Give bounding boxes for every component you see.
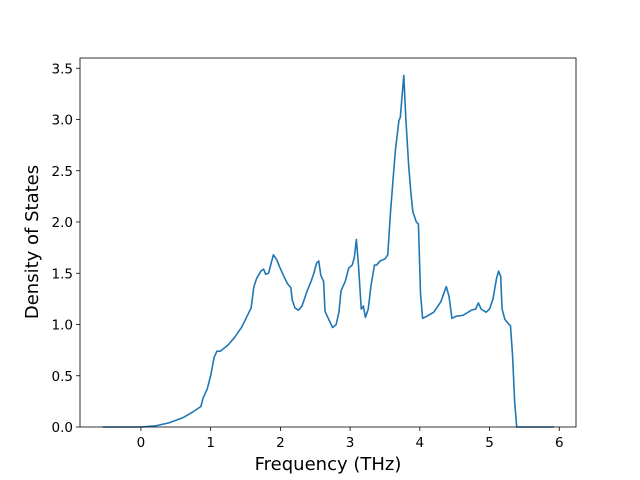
line-series	[102, 74, 554, 428]
x-tick-label: 1	[206, 435, 215, 451]
x-tick-label: 3	[346, 435, 355, 451]
y-tick-label: 3.0	[52, 113, 73, 129]
x-tick-label: 0	[137, 435, 146, 451]
y-axis-label: Density of States	[22, 165, 43, 319]
y-tick-label: 0.5	[52, 369, 73, 385]
y-tick-label: 0.0	[52, 420, 73, 436]
x-tick-label: 4	[416, 435, 425, 451]
y-tick-label: 1.5	[52, 266, 73, 282]
x-tick-label: 2	[276, 435, 285, 451]
y-tick-label: 1.0	[52, 318, 73, 334]
x-axis-label: Frequency (THz)	[255, 454, 402, 475]
x-tick-label: 6	[555, 435, 564, 451]
y-tick-label: 2.5	[52, 164, 73, 180]
x-tick-label: 5	[485, 435, 494, 451]
y-tick-label: 2.0	[52, 215, 73, 231]
plot-frame	[79, 57, 577, 428]
y-tick-label: 3.5	[52, 61, 73, 77]
